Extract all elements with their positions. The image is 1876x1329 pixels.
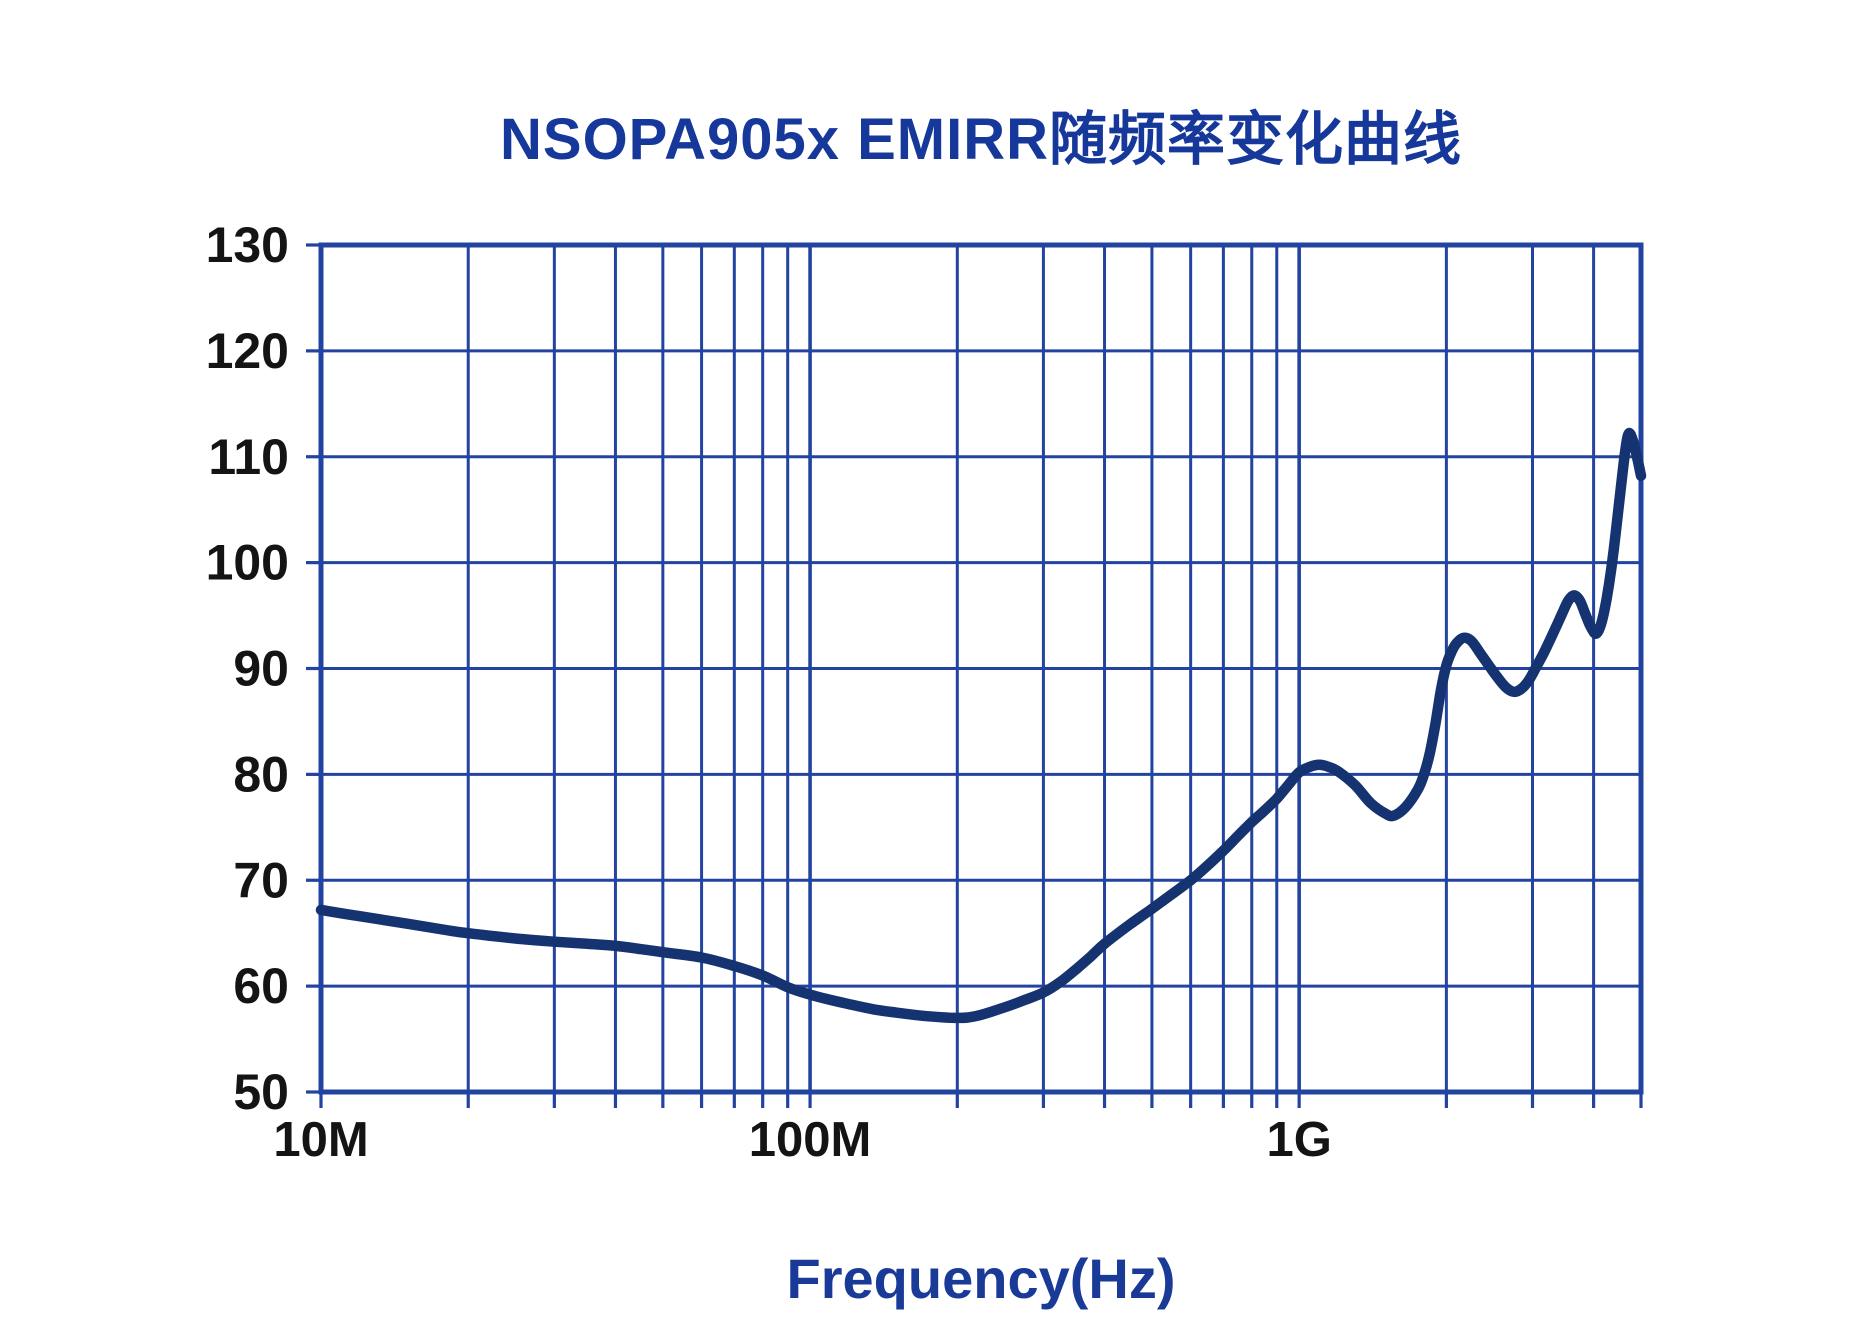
y-tick-label: 110: [208, 429, 289, 485]
chart-title: NSOPA905x EMIRR随频率变化曲线: [500, 107, 1462, 172]
y-tick-label: 120: [206, 323, 289, 379]
y-tick-label: 90: [233, 641, 289, 697]
x-tick-label: 10M: [273, 1113, 368, 1167]
emirr-curve: [315, 427, 1647, 1024]
y-tick-label: 80: [233, 746, 289, 802]
y-tick-label: 50: [233, 1064, 289, 1120]
x-tick-label: 1G: [1266, 1113, 1331, 1167]
y-tick-label: 100: [206, 535, 289, 591]
x-axis-title: Frequency(Hz): [786, 1247, 1176, 1310]
y-tick-label: 60: [233, 958, 289, 1014]
x-tick-label: 100M: [749, 1113, 872, 1167]
y-tick-label: 130: [206, 217, 289, 273]
y-tick-label: 70: [233, 852, 289, 908]
